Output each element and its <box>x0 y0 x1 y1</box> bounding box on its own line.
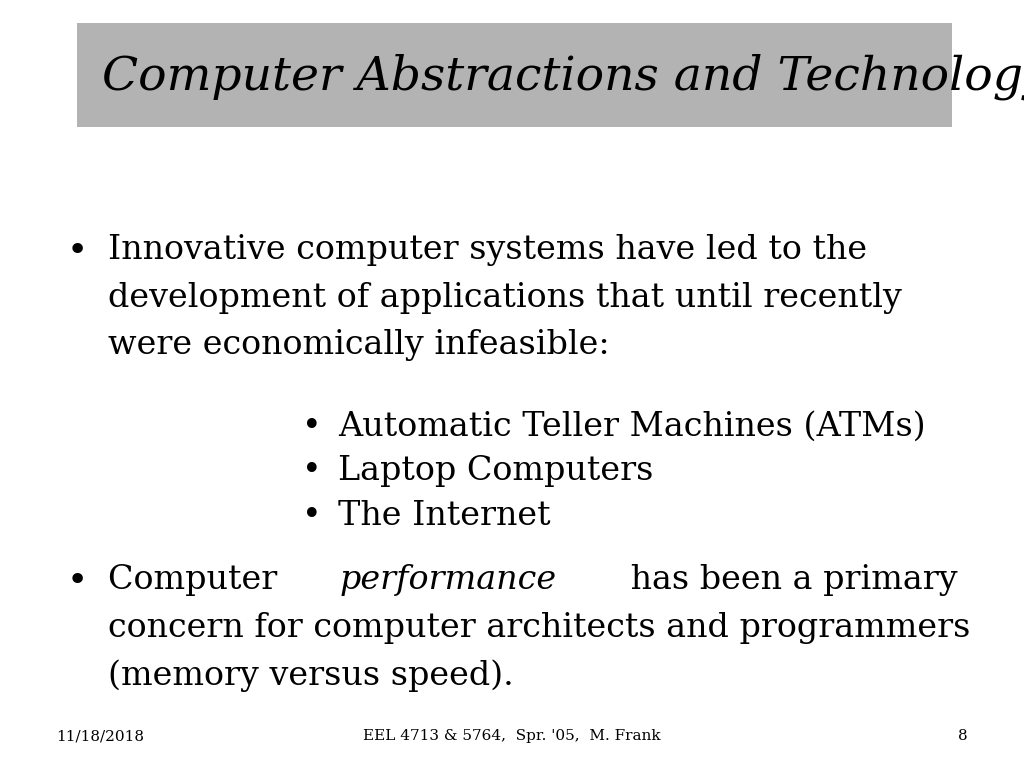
Text: 8: 8 <box>958 730 968 743</box>
Text: were economically infeasible:: were economically infeasible: <box>108 329 609 362</box>
Text: Automatic Teller Machines (ATMs): Automatic Teller Machines (ATMs) <box>338 411 926 443</box>
Text: EEL 4713 & 5764,  Spr. '05,  M. Frank: EEL 4713 & 5764, Spr. '05, M. Frank <box>364 730 660 743</box>
Text: The Internet: The Internet <box>338 500 551 532</box>
Text: 11/18/2018: 11/18/2018 <box>56 730 144 743</box>
Text: (memory versus speed).: (memory versus speed). <box>108 660 513 693</box>
Text: Computer: Computer <box>108 564 288 597</box>
Text: •: • <box>302 411 322 443</box>
Text: has been a primary: has been a primary <box>620 564 957 597</box>
Text: •: • <box>302 500 322 532</box>
Text: •: • <box>67 564 88 598</box>
Text: Computer Abstractions and Technology: Computer Abstractions and Technology <box>102 54 1024 100</box>
FancyBboxPatch shape <box>77 23 952 127</box>
Text: concern for computer architects and programmers: concern for computer architects and prog… <box>108 612 970 644</box>
Text: •: • <box>67 234 88 268</box>
Text: Innovative computer systems have led to the: Innovative computer systems have led to … <box>108 234 866 266</box>
Text: development of applications that until recently: development of applications that until r… <box>108 282 901 314</box>
Text: •: • <box>302 455 322 488</box>
Text: performance: performance <box>340 564 557 597</box>
Text: Laptop Computers: Laptop Computers <box>338 455 653 488</box>
